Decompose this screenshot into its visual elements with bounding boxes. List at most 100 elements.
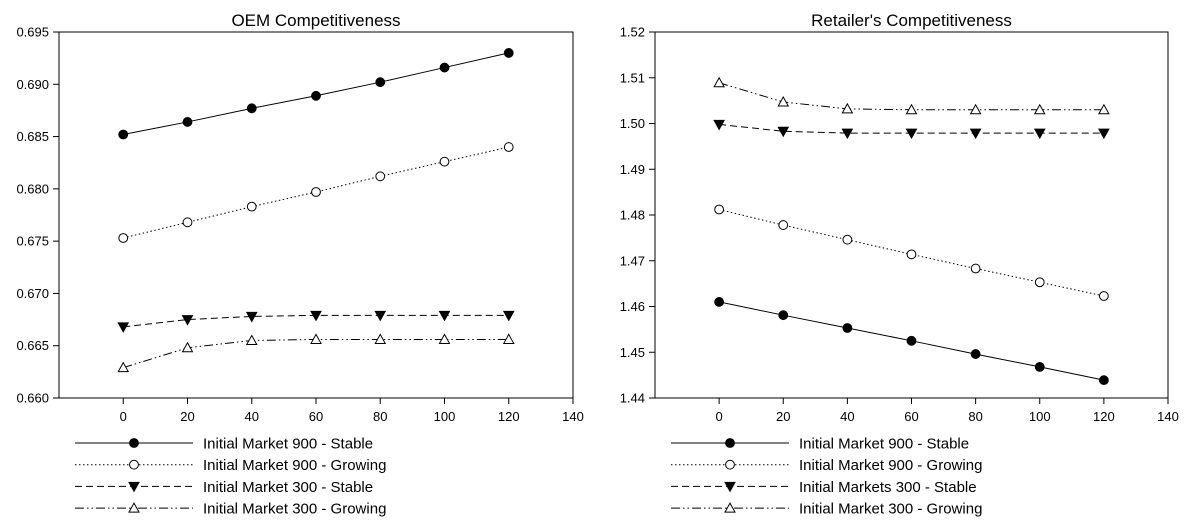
legend-marker (725, 459, 735, 470)
legend-label: Initial Market 900 - Stable (203, 436, 373, 453)
data-point (311, 90, 321, 101)
data-point (905, 128, 918, 140)
data-point (310, 310, 322, 322)
x-tick-label: 0 (716, 409, 723, 424)
data-point (374, 310, 387, 322)
y-tick-label: 1.48 (620, 208, 645, 223)
x-tick-label: 60 (309, 409, 323, 424)
y-tick-label: 1.45 (620, 345, 645, 360)
data-point (246, 103, 257, 114)
data-point (438, 333, 451, 344)
y-tick-label: 1.52 (620, 25, 645, 40)
data-point (118, 129, 129, 140)
y-tick-label: 0.675 (16, 234, 49, 249)
x-tick-label: 20 (776, 409, 790, 424)
x-tick-label: 60 (904, 409, 918, 424)
x-tick-label: 120 (498, 409, 520, 424)
data-point (714, 297, 725, 307)
data-point (181, 341, 194, 353)
y-tick-label: 0.695 (16, 25, 49, 40)
data-point (438, 310, 451, 322)
x-tick-label: 40 (840, 409, 854, 424)
data-point (1098, 128, 1110, 140)
data-point (182, 217, 193, 228)
data-point (778, 220, 789, 230)
data-point (439, 62, 450, 73)
data-point (842, 323, 853, 333)
x-tick-label: 40 (245, 409, 259, 424)
legend: Initial Market 900 - Stable Initial Marke… (671, 436, 982, 518)
data-point (906, 249, 917, 260)
x-tick-label: 100 (434, 409, 456, 424)
data-point (246, 201, 257, 212)
x-tick-label: 120 (1093, 409, 1115, 424)
data-point (906, 335, 917, 346)
series-2 (118, 142, 514, 243)
series-1 (714, 297, 1109, 386)
legend-label: Initial Market 900 - Stable (799, 436, 969, 453)
data-point (245, 334, 258, 345)
y-tick-label: 0.680 (16, 181, 49, 196)
y-tick-label: 0.685 (16, 129, 49, 144)
data-point (1034, 361, 1045, 372)
y-tick-label: 0.660 (16, 391, 49, 406)
data-point (311, 187, 321, 197)
chart-1: OEM Competitiveness 0.660 0.665 0.670 0.675 0… (16, 11, 583, 518)
data-point (503, 48, 514, 58)
x-tick-label: 140 (1157, 409, 1179, 424)
data-point (969, 128, 982, 140)
chart-title: Retailer's Competitiveness (811, 11, 1012, 30)
data-point (118, 233, 129, 243)
data-point (245, 311, 258, 323)
data-point (841, 102, 854, 114)
series-3 (117, 310, 515, 333)
data-point (502, 310, 515, 322)
legend: Initial Market 900 - Stable Initial Marke… (75, 436, 386, 518)
data-point (1034, 277, 1045, 288)
series-4 (713, 76, 1110, 115)
series-1 (118, 48, 514, 140)
data-point (1098, 291, 1109, 301)
y-tick-label: 0.665 (16, 338, 49, 353)
data-point (1033, 128, 1046, 140)
data-point (502, 333, 515, 344)
data-point (714, 204, 725, 215)
x-tick-label: 80 (373, 409, 387, 424)
legend-label: Initial Markets 300 - Stable (799, 479, 977, 496)
data-point (777, 95, 790, 107)
y-tick-label: 1.49 (620, 162, 645, 177)
data-point (117, 322, 130, 333)
legend-marker (129, 459, 139, 470)
data-point (713, 76, 725, 88)
data-point (905, 103, 918, 115)
x-tick-label: 0 (120, 409, 127, 424)
legend-marker (128, 481, 140, 493)
legend-marker (129, 438, 139, 448)
data-point (375, 171, 386, 182)
chart-title: OEM Competitiveness (231, 11, 400, 30)
x-tick-label: 20 (180, 409, 194, 424)
data-point (970, 349, 981, 359)
x-tick-label: 80 (968, 409, 982, 424)
legend-marker (128, 502, 140, 513)
data-point (713, 119, 725, 131)
data-point (375, 77, 386, 88)
legend-label: Initial Market 900 - Growing (799, 457, 982, 474)
data-point (374, 333, 387, 344)
data-point (778, 310, 789, 321)
data-point (310, 333, 322, 344)
series-4 (117, 333, 515, 373)
y-tick-label: 1.51 (620, 70, 645, 85)
data-point (1098, 103, 1110, 115)
legend-marker (724, 502, 736, 513)
data-point (117, 361, 130, 373)
data-point (182, 117, 193, 127)
series-2 (714, 204, 1109, 301)
data-point (842, 234, 853, 245)
x-tick-label: 100 (1029, 409, 1051, 424)
y-tick-label: 1.46 (620, 299, 645, 314)
y-tick-label: 1.47 (620, 253, 645, 268)
data-point (969, 103, 982, 115)
